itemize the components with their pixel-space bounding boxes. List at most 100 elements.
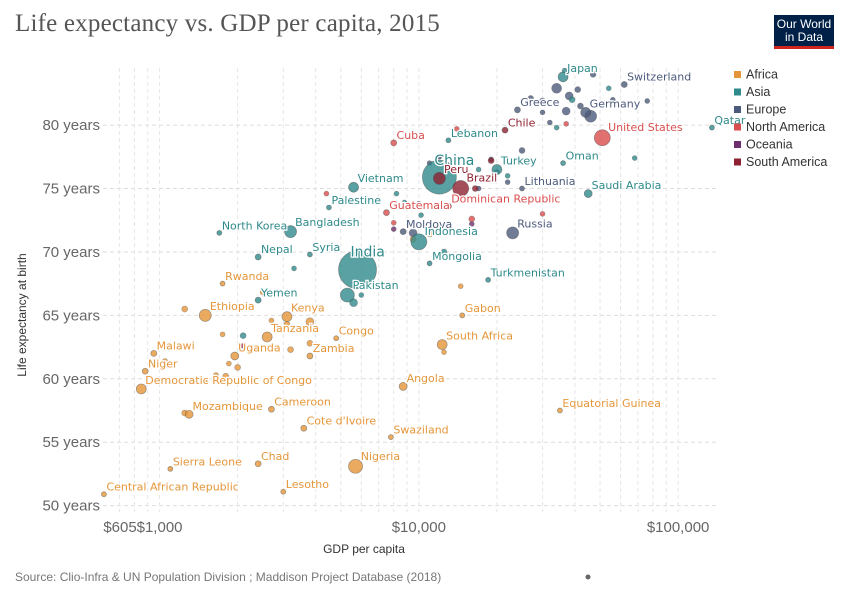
data-point[interactable] [254,296,262,304]
data-point[interactable] [261,331,273,343]
data-point[interactable] [557,71,569,83]
data-point[interactable] [280,488,287,495]
data-point[interactable] [348,181,359,193]
data-point[interactable] [610,96,616,103]
data-point[interactable] [453,126,460,132]
data-point[interactable] [141,367,149,375]
data-point[interactable] [305,317,315,327]
data-point[interactable] [577,102,584,110]
data-point[interactable] [326,204,332,211]
data-point[interactable] [340,287,355,303]
data-point[interactable] [234,364,241,371]
data-point[interactable] [527,95,534,102]
data-point[interactable] [398,382,408,391]
data-point[interactable] [491,164,503,175]
data-point[interactable] [436,154,443,160]
data-point[interactable] [393,190,400,197]
data-point[interactable] [254,253,262,261]
data-point[interactable] [213,372,219,378]
legend-swatch[interactable] [734,106,741,113]
data-point[interactable] [441,349,447,355]
data-point[interactable] [307,251,313,258]
data-point[interactable] [150,350,158,357]
data-point[interactable] [445,137,452,144]
data-point[interactable] [593,129,611,147]
timeline-dot[interactable] [585,574,591,580]
data-point[interactable] [167,466,174,472]
data-point[interactable] [348,458,363,474]
legend-swatch[interactable] [734,141,741,148]
legend-swatch[interactable] [734,71,741,78]
data-point[interactable] [440,248,448,256]
data-point[interactable] [504,179,511,185]
data-point[interactable] [506,226,519,240]
data-point[interactable] [547,119,553,126]
data-point[interactable] [416,200,422,207]
data-point[interactable] [501,126,509,134]
legend-label[interactable]: North America [746,120,825,134]
data-point[interactable] [644,98,651,104]
data-point[interactable] [254,460,262,468]
legend-label[interactable]: Asia [746,85,770,99]
legend-label[interactable]: Oceania [746,138,793,152]
data-point[interactable] [226,360,232,367]
data-point[interactable] [390,139,398,147]
legend-label[interactable]: Africa [746,68,778,82]
data-point[interactable] [468,215,476,223]
data-point[interactable] [300,424,308,432]
data-point[interactable] [338,250,377,290]
data-point[interactable] [457,283,464,289]
data-point[interactable] [162,358,168,364]
data-point[interactable] [388,434,394,441]
legend-swatch[interactable] [734,88,741,96]
legend-swatch[interactable] [734,123,741,131]
data-point[interactable] [426,260,433,267]
data-point[interactable] [539,109,546,116]
data-point[interactable] [514,106,521,114]
data-point[interactable] [268,405,275,413]
data-point[interactable] [383,209,390,216]
data-point[interactable] [184,409,194,419]
data-point[interactable] [605,85,612,92]
data-point[interactable] [485,277,491,283]
data-point[interactable] [410,233,428,251]
data-point[interactable] [401,199,408,206]
data-point[interactable] [452,180,470,197]
data-point[interactable] [399,228,407,235]
data-point[interactable] [433,172,446,185]
data-point[interactable] [135,383,147,395]
data-point[interactable] [323,190,330,197]
data-point[interactable] [583,189,593,198]
data-point[interactable] [709,124,715,131]
data-point[interactable] [504,173,511,179]
data-point[interactable] [539,211,546,217]
data-point[interactable] [390,226,397,232]
data-point[interactable] [418,212,424,218]
data-point[interactable] [101,491,107,498]
data-point[interactable] [219,331,226,338]
data-point[interactable] [631,155,638,161]
data-point[interactable] [268,317,275,324]
data-point[interactable] [518,147,526,154]
data-point[interactable] [553,124,560,131]
legend-swatch[interactable] [734,158,741,166]
data-point[interactable] [459,312,466,319]
data-point[interactable] [425,228,434,238]
data-point[interactable] [487,157,495,164]
data-point[interactable] [574,86,582,93]
data-point[interactable] [358,292,365,298]
legend-label[interactable]: Europe [746,103,786,117]
data-point[interactable] [468,221,475,227]
data-point[interactable] [333,335,340,342]
data-point[interactable] [620,81,628,88]
data-point[interactable] [475,166,482,173]
data-point[interactable] [561,106,571,116]
data-point[interactable] [284,225,297,238]
data-point[interactable] [551,82,562,94]
data-point[interactable] [281,311,293,322]
data-point[interactable] [539,97,546,105]
data-point[interactable] [291,265,297,272]
data-point[interactable] [216,230,223,236]
data-point[interactable] [436,339,448,350]
data-point[interactable] [222,372,230,380]
